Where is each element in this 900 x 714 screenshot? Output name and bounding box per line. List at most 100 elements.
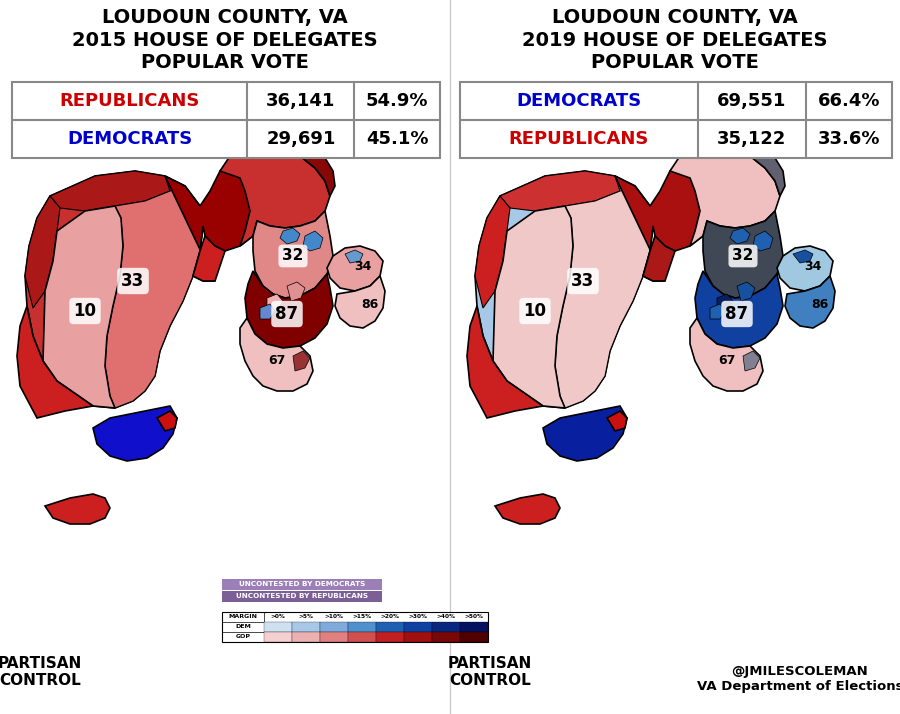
Polygon shape [730, 228, 750, 244]
Polygon shape [493, 206, 573, 408]
FancyBboxPatch shape [264, 632, 292, 642]
Polygon shape [300, 148, 335, 196]
Polygon shape [245, 271, 333, 348]
Polygon shape [45, 494, 110, 524]
FancyBboxPatch shape [320, 632, 348, 642]
Text: REPUBLICANS: REPUBLICANS [59, 92, 200, 110]
Text: 34: 34 [355, 259, 372, 273]
FancyBboxPatch shape [460, 622, 488, 632]
FancyBboxPatch shape [404, 632, 432, 642]
Text: LOUDOUN COUNTY, VA
2015 HOUSE OF DELEGATES
POPULAR VOTE: LOUDOUN COUNTY, VA 2015 HOUSE OF DELEGAT… [72, 8, 378, 73]
Text: 87: 87 [275, 305, 299, 323]
FancyBboxPatch shape [432, 632, 460, 642]
Text: >15%: >15% [353, 615, 372, 620]
Text: LOUDOUN COUNTY, VA
2019 HOUSE OF DELEGATES
POPULAR VOTE: LOUDOUN COUNTY, VA 2019 HOUSE OF DELEGAT… [522, 8, 828, 73]
FancyBboxPatch shape [320, 622, 348, 632]
FancyBboxPatch shape [222, 591, 382, 602]
Polygon shape [467, 306, 543, 418]
Polygon shape [777, 246, 833, 291]
Polygon shape [695, 271, 783, 348]
Polygon shape [475, 196, 510, 308]
FancyBboxPatch shape [222, 612, 488, 642]
Polygon shape [555, 186, 653, 408]
Polygon shape [750, 148, 785, 196]
Polygon shape [753, 231, 773, 251]
FancyBboxPatch shape [460, 632, 488, 642]
Polygon shape [165, 161, 257, 281]
Text: 69,551: 69,551 [717, 92, 787, 110]
Text: 54.9%: 54.9% [366, 92, 428, 110]
Text: UNCONTESTED BY REPUBLICANS: UNCONTESTED BY REPUBLICANS [236, 593, 368, 600]
Polygon shape [93, 406, 177, 461]
Polygon shape [717, 294, 733, 311]
Text: REPUBLICANS: REPUBLICANS [508, 130, 649, 148]
Polygon shape [267, 294, 283, 311]
Text: >5%: >5% [299, 615, 313, 620]
Text: 33: 33 [122, 272, 145, 290]
Polygon shape [25, 196, 60, 308]
Polygon shape [293, 351, 310, 371]
Text: 34: 34 [805, 259, 822, 273]
Text: 67: 67 [268, 354, 285, 368]
Polygon shape [793, 250, 813, 263]
Text: >40%: >40% [436, 615, 455, 620]
Polygon shape [287, 282, 305, 301]
FancyBboxPatch shape [12, 82, 440, 158]
Text: PARTISAN
CONTROL: PARTISAN CONTROL [0, 655, 82, 688]
Text: 45.1%: 45.1% [366, 130, 428, 148]
Text: 33: 33 [572, 272, 595, 290]
Polygon shape [737, 282, 755, 301]
Text: 86: 86 [812, 298, 829, 311]
Polygon shape [335, 276, 385, 328]
Polygon shape [710, 304, 725, 319]
Polygon shape [260, 304, 275, 319]
Polygon shape [105, 186, 203, 408]
Text: 10: 10 [524, 302, 546, 320]
Polygon shape [643, 236, 675, 281]
FancyBboxPatch shape [348, 632, 376, 642]
Text: 66.4%: 66.4% [817, 92, 880, 110]
Polygon shape [475, 171, 653, 408]
Polygon shape [345, 250, 363, 263]
Text: PARTISAN
CONTROL: PARTISAN CONTROL [448, 655, 532, 688]
FancyBboxPatch shape [264, 622, 292, 632]
FancyBboxPatch shape [404, 622, 432, 632]
FancyBboxPatch shape [432, 622, 460, 632]
Text: >10%: >10% [325, 615, 344, 620]
FancyBboxPatch shape [376, 632, 404, 642]
Polygon shape [253, 211, 333, 298]
Text: >20%: >20% [381, 615, 400, 620]
Text: >0%: >0% [271, 615, 285, 620]
Text: DEM: DEM [235, 625, 251, 630]
Polygon shape [193, 236, 225, 281]
Text: 32: 32 [733, 248, 753, 263]
Text: 10: 10 [74, 302, 96, 320]
Text: MARGIN: MARGIN [229, 615, 257, 620]
Polygon shape [785, 276, 835, 328]
Polygon shape [25, 171, 203, 408]
Text: 87: 87 [725, 305, 749, 323]
FancyBboxPatch shape [292, 622, 320, 632]
Polygon shape [50, 171, 170, 211]
Polygon shape [703, 211, 783, 298]
Polygon shape [240, 318, 313, 391]
Polygon shape [303, 231, 323, 251]
Polygon shape [327, 246, 383, 291]
Polygon shape [743, 351, 760, 371]
Polygon shape [495, 494, 560, 524]
Text: @JMILESCOLEMAN
VA Department of Elections: @JMILESCOLEMAN VA Department of Election… [697, 665, 900, 693]
Polygon shape [43, 206, 123, 408]
Text: >30%: >30% [409, 615, 428, 620]
Text: 36,141: 36,141 [266, 92, 336, 110]
Text: DEMOCRATS: DEMOCRATS [517, 92, 642, 110]
Polygon shape [615, 161, 707, 281]
Polygon shape [543, 406, 627, 461]
Polygon shape [220, 146, 330, 246]
FancyBboxPatch shape [460, 82, 892, 158]
FancyBboxPatch shape [376, 622, 404, 632]
Text: 67: 67 [718, 354, 735, 368]
Polygon shape [280, 228, 300, 244]
Polygon shape [500, 171, 620, 211]
Polygon shape [607, 411, 627, 431]
Polygon shape [157, 411, 177, 431]
